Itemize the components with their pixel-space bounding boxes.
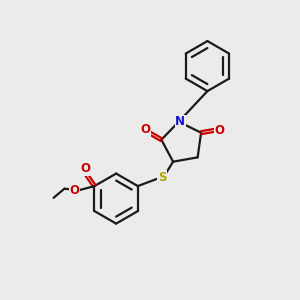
Text: N: N bbox=[175, 115, 185, 128]
Text: O: O bbox=[80, 162, 90, 175]
Text: O: O bbox=[140, 124, 150, 136]
Text: O: O bbox=[214, 124, 224, 136]
Text: S: S bbox=[158, 170, 166, 184]
Text: O: O bbox=[70, 184, 80, 197]
